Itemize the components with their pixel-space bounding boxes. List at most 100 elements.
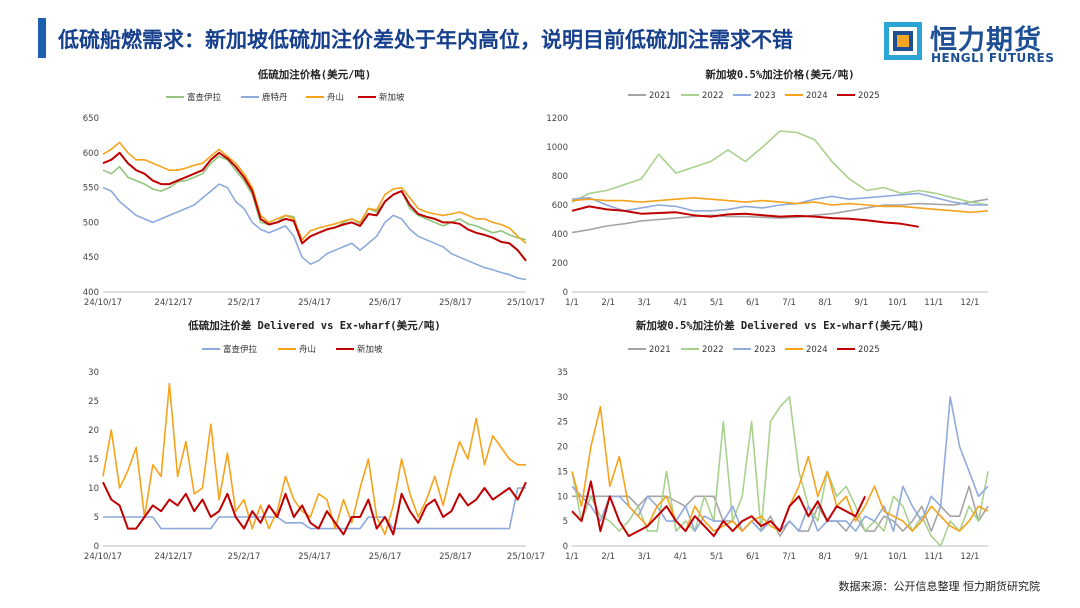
x-tick-label: 12/1	[960, 298, 979, 308]
series-line	[571, 396, 989, 547]
x-tick-label: 24/10/17	[84, 552, 122, 562]
page-title: 低硫船燃需求：新加坡低硫加注价差处于年内高位，说明目前低硫加注需求不错	[58, 28, 793, 52]
x-tick-label: 11/1	[924, 552, 943, 562]
y-tick-label: 200	[552, 259, 568, 269]
legend-label: 2024	[806, 345, 828, 355]
series-line	[571, 197, 989, 214]
legend-label: 舟山	[299, 344, 316, 355]
x-tick-label: 12/1	[960, 552, 979, 562]
y-tick-label: 5	[94, 513, 99, 523]
x-tick-label: 25/8/17	[439, 552, 472, 562]
y-tick-label: 35	[557, 368, 568, 378]
series-line	[572, 485, 989, 537]
x-tick-label: 25/8/17	[439, 298, 472, 308]
series-line	[571, 198, 989, 234]
y-tick-label: 0	[94, 542, 99, 552]
legend-label: 2025	[858, 345, 880, 355]
y-tick-label: 650	[83, 114, 99, 124]
legend-label: 2022	[702, 345, 724, 355]
x-tick-label: 8/1	[818, 552, 832, 562]
legend-label: 新加坡	[357, 344, 383, 355]
x-tick-label: 25/2/17	[228, 298, 261, 308]
legend-label: 2023	[754, 345, 776, 355]
x-tick-label: 25/6/17	[369, 298, 402, 308]
legend-label: 富查伊拉	[187, 92, 222, 103]
y-tick-label: 30	[557, 393, 568, 403]
y-tick-label: 5	[563, 517, 568, 527]
series-line	[102, 382, 526, 536]
x-tick-label: 8/1	[818, 298, 832, 308]
y-tick-label: 600	[552, 201, 568, 211]
x-tick-label: 3/1	[638, 552, 652, 562]
legend-label: 2023	[754, 91, 776, 101]
x-tick-label: 1/1	[565, 552, 579, 562]
logo-name-cn: 恒力期货	[930, 25, 1042, 56]
legend-label: 2021	[649, 91, 671, 101]
y-tick-label: 20	[557, 443, 568, 453]
x-tick-label: 24/12/17	[154, 298, 192, 308]
series-line	[571, 130, 989, 206]
x-tick-label: 25/4/17	[298, 298, 331, 308]
series-line	[102, 141, 527, 244]
series-line	[103, 487, 526, 530]
x-tick-label: 10/1	[888, 552, 907, 562]
y-tick-label: 10	[557, 492, 568, 502]
x-tick-label: 25/10/17	[507, 298, 545, 308]
legend-label: 新加坡	[379, 92, 405, 103]
legend-label: 2024	[806, 91, 828, 101]
x-tick-label: 25/6/17	[369, 552, 402, 562]
y-tick-label: 1000	[546, 143, 568, 153]
legend-label: 舟山	[327, 92, 344, 103]
chart-title: 新加坡0.5%加注价格(美元/吨)	[705, 68, 854, 81]
series-line	[102, 481, 527, 536]
y-tick-label: 15	[557, 467, 568, 477]
y-tick-label: 400	[83, 288, 99, 298]
series-line	[571, 205, 919, 228]
x-tick-label: 10/1	[888, 298, 907, 308]
chart-sg-05-spread: 新加坡0.5%加注价差 Delivered vs Ex-wharf(美元/吨) 2…	[557, 319, 989, 562]
x-tick-label: 7/1	[782, 552, 796, 562]
x-tick-label: 6/1	[746, 298, 760, 308]
legend-label: 2021	[649, 345, 671, 355]
x-tick-label: 9/1	[855, 552, 869, 562]
x-tick-label: 4/1	[674, 298, 688, 308]
y-tick-label: 25	[557, 418, 568, 428]
x-tick-label: 5/1	[710, 552, 724, 562]
series-line	[102, 183, 527, 281]
series-line	[571, 480, 867, 538]
legend-label: 2025	[858, 91, 880, 101]
legend-label: 鹿特丹	[262, 92, 288, 103]
y-tick-label: 15	[88, 455, 99, 465]
legend-label: 2022	[702, 91, 724, 101]
y-tick-label: 500	[83, 218, 99, 228]
x-tick-label: 2/1	[601, 552, 615, 562]
y-tick-label: 600	[83, 149, 99, 159]
y-tick-label: 10	[88, 484, 99, 494]
x-tick-label: 24/10/17	[84, 298, 122, 308]
logo-name-en: HENGLI FUTURES	[931, 51, 1055, 65]
logo-mark-icon	[884, 22, 922, 60]
hengli-logo: 恒力期货 HENGLI FUTURES	[884, 20, 1056, 66]
x-tick-label: 11/1	[924, 298, 943, 308]
source-note: 数据来源：公开信息整理 恒力期货研究院	[838, 580, 1041, 593]
x-tick-label: 2/1	[601, 298, 615, 308]
x-tick-label: 5/1	[710, 298, 724, 308]
y-tick-label: 550	[83, 184, 99, 194]
x-tick-label: 9/1	[855, 298, 869, 308]
x-tick-label: 6/1	[746, 552, 760, 562]
x-tick-label: 24/12/17	[154, 552, 192, 562]
y-tick-label: 800	[552, 172, 568, 182]
y-tick-label: 30	[88, 368, 99, 378]
series-line	[102, 151, 527, 262]
chart-sg-05-price: 新加坡0.5%加注价格(美元/吨) 2021 2022 2023 2024 2025 0 20…	[546, 68, 989, 308]
chart-title: 低硫加注价差 Delivered vs Ex-wharf(美元/吨)	[187, 319, 441, 332]
x-tick-label: 7/1	[782, 298, 796, 308]
y-tick-label: 20	[88, 426, 99, 436]
legend-label: 富查伊拉	[223, 344, 258, 355]
x-tick-label: 25/2/17	[228, 552, 261, 562]
series-line	[571, 192, 988, 212]
x-tick-label: 4/1	[674, 552, 688, 562]
x-tick-label: 25/4/17	[298, 552, 331, 562]
chart-title: 低硫加注价格(美元/吨)	[257, 68, 371, 81]
